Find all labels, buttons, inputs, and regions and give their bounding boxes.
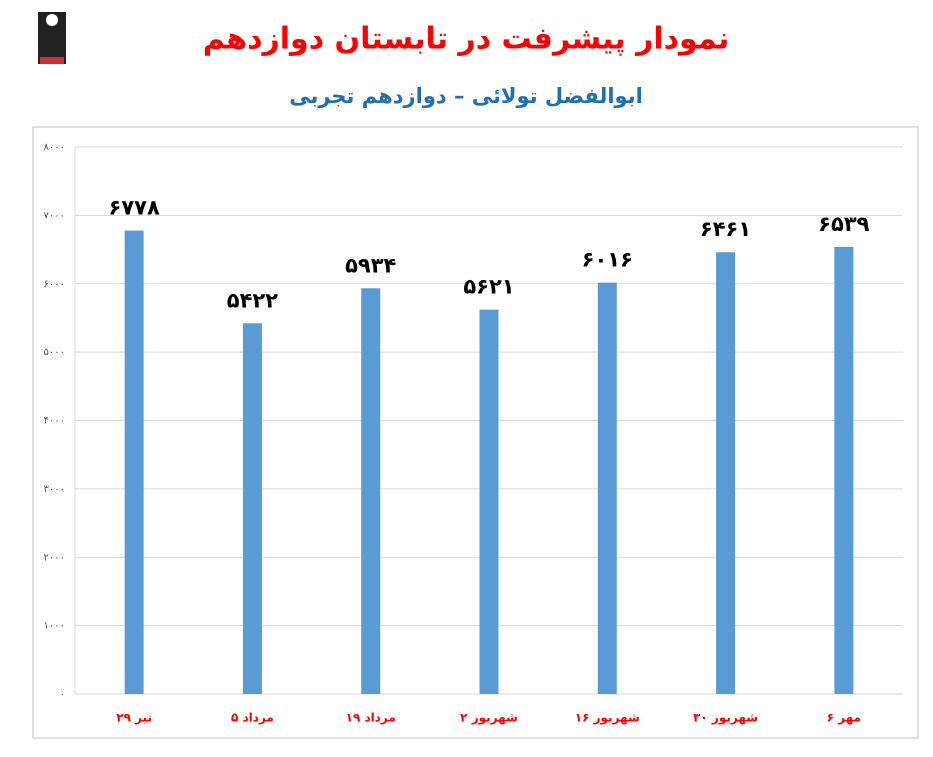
chart-border — [32, 126, 919, 739]
value-label: ۶۰۱۶ — [582, 248, 633, 272]
bar — [361, 288, 381, 694]
y-tick-label: ۴۰۰۰ — [44, 416, 65, 427]
bar — [124, 230, 144, 694]
x-tick-label: ۱۹ مرداد — [346, 711, 396, 725]
x-tick-label: ۲ شهریور — [460, 711, 518, 726]
logo-band — [40, 57, 64, 64]
y-tick-label: ۶۰۰۰ — [44, 279, 65, 290]
chart-title: نمودار پیشرفت در تابستان دوازدهم — [203, 22, 729, 57]
bar — [597, 282, 617, 694]
value-label: ۵۶۲۱ — [463, 275, 514, 299]
y-tick-label: ۲۰۰۰ — [44, 552, 65, 563]
bar — [834, 246, 854, 694]
chart-subtitle: ابوالفضل تولائی – دوازدهم تجربی — [289, 84, 643, 108]
value-label: ۶۵۳۹ — [818, 212, 869, 236]
bar — [242, 323, 262, 694]
logo — [38, 12, 66, 64]
bar — [716, 252, 736, 694]
y-tick-label: ۱۰۰۰ — [44, 621, 65, 632]
value-label: ۶۴۶۱ — [700, 217, 751, 241]
y-tick-label: ۷۰۰۰ — [44, 210, 65, 221]
logo-head — [46, 14, 58, 26]
value-label: ۵۹۳۴ — [345, 253, 396, 277]
y-tick-label: ۵۰۰۰ — [44, 347, 65, 358]
x-tick-label: ۵ مرداد — [231, 711, 274, 725]
value-label: ۶۷۷۸ — [109, 196, 160, 220]
value-label: ۵۴۲۲ — [227, 288, 278, 312]
y-tick-label: ۸۰۰۰ — [44, 142, 65, 153]
x-tick-label: ۶ مهر — [827, 711, 861, 725]
x-tick-label: ۱۶ شهریور — [575, 711, 640, 726]
y-tick-label: ۰ — [60, 689, 65, 700]
x-tick-label: ۳۰ شهریور — [693, 711, 758, 726]
bar — [479, 309, 499, 694]
y-tick-label: ۳۰۰۰ — [44, 484, 65, 495]
x-tick-label: ۲۹ تیر — [116, 711, 152, 725]
